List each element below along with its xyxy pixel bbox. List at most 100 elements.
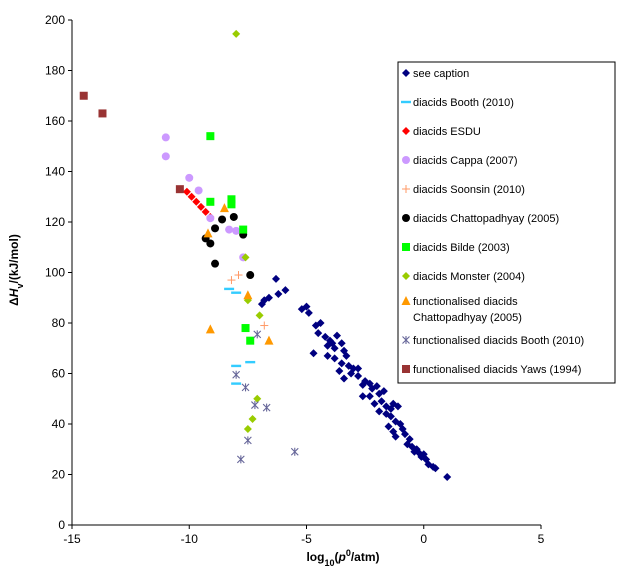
data-point	[246, 271, 255, 280]
data-point	[187, 192, 196, 201]
data-point	[264, 335, 274, 345]
data-point	[337, 359, 346, 368]
legend-item: diacids Bilde (2003)	[402, 242, 510, 254]
data-point	[231, 382, 242, 385]
legend-item: see caption	[402, 68, 469, 80]
data-point	[239, 225, 248, 234]
diamond-marker	[321, 332, 330, 341]
data-point	[201, 207, 210, 216]
data-point	[241, 253, 250, 262]
legend-marker	[402, 69, 410, 77]
triangle-marker	[243, 290, 253, 300]
diamond-marker	[402, 127, 410, 135]
data-point	[243, 436, 252, 445]
diamond-marker	[302, 302, 311, 311]
circle-marker	[211, 224, 220, 233]
y-tick-label: 140	[45, 165, 65, 179]
data-point	[377, 397, 386, 406]
diamond-marker	[201, 207, 210, 216]
data-point	[219, 203, 229, 213]
diamond-marker	[337, 339, 346, 348]
diamond-marker	[255, 311, 264, 320]
y-axis: 0 20 40 60 80 100 120 140 160 180 200	[45, 13, 73, 532]
x-axis: -15 -10 -5 0 5	[63, 524, 545, 546]
series-0	[257, 274, 452, 482]
legend-item: diacids Monster (2004)	[402, 271, 525, 283]
diamond-marker	[400, 430, 409, 439]
data-point	[400, 430, 409, 439]
diamond-marker	[358, 392, 367, 401]
data-point	[243, 425, 252, 434]
data-point	[340, 374, 349, 383]
circle-marker	[225, 225, 234, 234]
data-point	[206, 239, 215, 248]
legend-label: Chattopadhyay (2005)	[413, 312, 522, 324]
data-point	[410, 447, 419, 456]
square-marker	[246, 336, 255, 345]
data-point	[384, 422, 393, 431]
diamond-marker	[274, 289, 283, 298]
data-point	[192, 197, 201, 206]
circle-marker	[246, 271, 255, 280]
square-marker	[79, 91, 88, 100]
data-point	[203, 228, 213, 238]
data-point	[194, 186, 203, 195]
circle-marker	[206, 239, 215, 248]
triangle-marker	[205, 324, 215, 334]
data-point	[206, 214, 215, 223]
x-tick-label: 0	[420, 532, 427, 546]
data-point	[255, 311, 264, 320]
triangle-marker	[401, 296, 411, 305]
data-point	[272, 274, 281, 283]
diamond-marker	[330, 354, 339, 363]
x-tick-label: -5	[301, 532, 312, 546]
diamond-marker	[196, 202, 205, 211]
data-point	[218, 215, 227, 224]
data-point	[211, 259, 220, 268]
diamond-marker	[340, 374, 349, 383]
data-point	[231, 291, 242, 294]
diamond-marker	[335, 366, 344, 375]
triangle-marker	[264, 335, 274, 345]
data-point	[206, 132, 215, 141]
y-tick-label: 180	[45, 64, 65, 78]
data-point	[323, 341, 332, 350]
data-point	[253, 330, 262, 339]
diamond-marker	[232, 29, 241, 38]
diamond-marker	[316, 319, 325, 327]
data-point	[236, 455, 245, 464]
data-point	[443, 473, 452, 482]
legend-item: diacids ESDU	[402, 126, 481, 138]
legend-item: diacids Booth (2010)	[401, 97, 514, 109]
data-point	[231, 364, 242, 368]
diamond-marker	[182, 187, 191, 196]
diamond-marker	[347, 369, 356, 378]
circle-marker	[218, 215, 227, 224]
dash-marker	[401, 100, 411, 104]
legend-marker	[402, 243, 410, 251]
diamond-marker	[431, 464, 440, 473]
square-marker	[227, 195, 236, 204]
data-point	[365, 392, 374, 401]
data-point	[182, 187, 191, 196]
legend-marker	[402, 185, 410, 193]
legend-label: diacids Monster (2004)	[413, 271, 525, 283]
data-point	[386, 412, 395, 421]
x-tick-label: -10	[181, 532, 199, 546]
legend-label: diacids Bilde (2003)	[413, 242, 510, 254]
legend-marker	[402, 272, 410, 280]
data-point	[358, 380, 367, 389]
diamond-marker	[314, 329, 323, 338]
data-point	[431, 464, 440, 473]
legend-item: functionalised diacids Chattopadhyay (200…	[401, 296, 522, 324]
dash-marker	[245, 360, 256, 364]
data-point	[302, 302, 311, 311]
diamond-marker	[372, 382, 381, 391]
square-marker	[241, 324, 250, 333]
data-point	[245, 360, 256, 364]
data-point	[206, 197, 215, 206]
data-point	[321, 332, 330, 341]
series-5	[201, 212, 255, 280]
data-point	[229, 212, 238, 221]
